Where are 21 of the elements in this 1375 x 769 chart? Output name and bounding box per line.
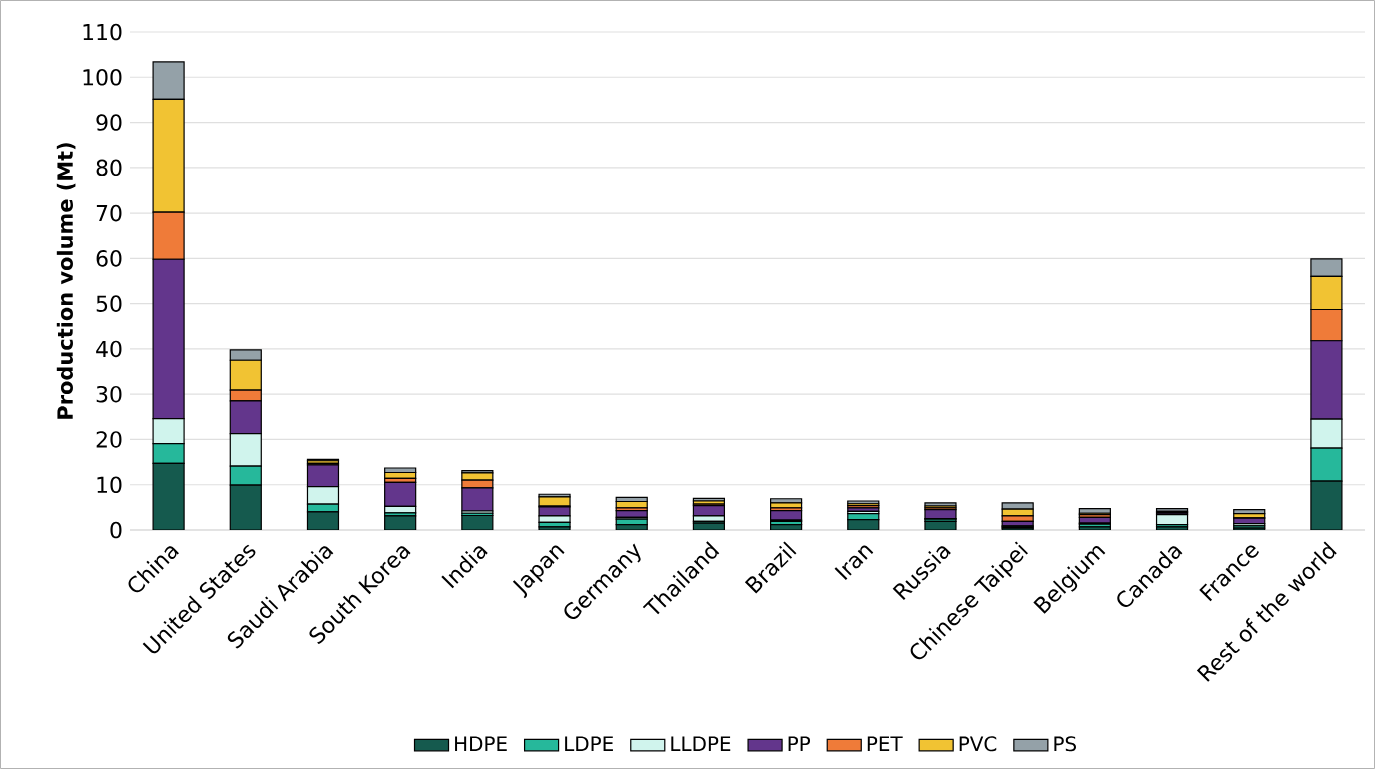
x-tick-label: Iran <box>834 545 874 580</box>
legend-label: PET <box>867 736 903 751</box>
legend-label: HDPE <box>455 736 507 751</box>
y-tick-label: 60 <box>96 250 122 267</box>
legend-label: LDPE <box>565 736 613 751</box>
legend-label: PS <box>1054 736 1076 752</box>
y-tick-label: 50 <box>96 295 122 312</box>
y-axis-title: Production volume (Mt) <box>56 143 76 419</box>
y-tick-label: 70 <box>96 204 122 222</box>
y-tick-label: 0 <box>110 521 122 539</box>
y-tick-label: 110 <box>83 23 122 41</box>
y-tick-label: 80 <box>96 159 122 177</box>
y-tick-label: 100 <box>83 69 122 86</box>
legend-label: LLDPE <box>671 736 731 751</box>
y-tick-label: 20 <box>96 431 122 448</box>
y-tick-label: 10 <box>97 476 122 494</box>
legend-label: PP <box>788 736 811 751</box>
y-tick-label: 90 <box>96 114 122 131</box>
y-tick-label: 40 <box>96 340 122 358</box>
y-tick-label: 30 <box>96 385 122 403</box>
legend-label: PVC <box>959 736 997 752</box>
